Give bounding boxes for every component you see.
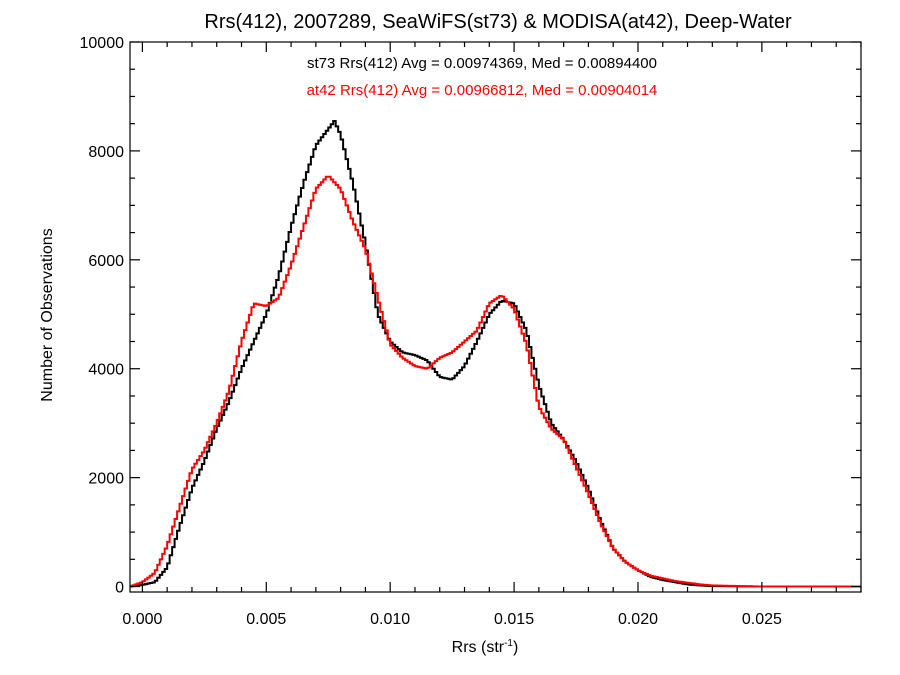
chart-title: Rrs(412), 2007289, SeaWiFS(st73) & MODIS…	[204, 11, 792, 33]
x-axis-label: Rrs (str-1)	[452, 638, 519, 656]
x-tick-label: 0.020	[618, 611, 658, 628]
y-tick-label: 2000	[88, 471, 124, 488]
y-axis-label: Number of Observations	[39, 228, 56, 401]
x-tick-label: 0.015	[494, 611, 534, 628]
series-line-0	[130, 119, 861, 588]
series-line-1	[130, 175, 861, 588]
plot-frame	[129, 41, 862, 593]
y-tick-label: 0	[115, 580, 124, 597]
annotation-st73-stats: st73 Rrs(412) Avg = 0.00974369, Med = 0.…	[307, 55, 657, 72]
axes-layer: 0.000 0.005 0.010 0.015 0.020 0.025 0 2000 4000 6…	[80, 35, 862, 628]
annotation-at42-stats: at42 Rrs(412) Avg = 0.00966812, Med = 0.…	[307, 82, 658, 99]
y-tick-label: 8000	[88, 144, 124, 161]
x-axis-label-superscript: -1	[504, 638, 513, 649]
y-tick-label: 4000	[88, 362, 124, 379]
plot-area	[130, 42, 861, 592]
series-layer	[130, 119, 861, 588]
x-tick-label: 0.000	[122, 611, 162, 628]
x-axis-label-main: Rrs (str	[452, 639, 505, 656]
x-axis-label-close: )	[513, 639, 518, 656]
x-tick-label: 0.005	[246, 611, 286, 628]
x-tick-label: 0.010	[370, 611, 410, 628]
x-tick-label: 0.025	[742, 611, 782, 628]
y-tick-label: 6000	[88, 253, 124, 270]
y-tick-label: 10000	[80, 35, 125, 52]
